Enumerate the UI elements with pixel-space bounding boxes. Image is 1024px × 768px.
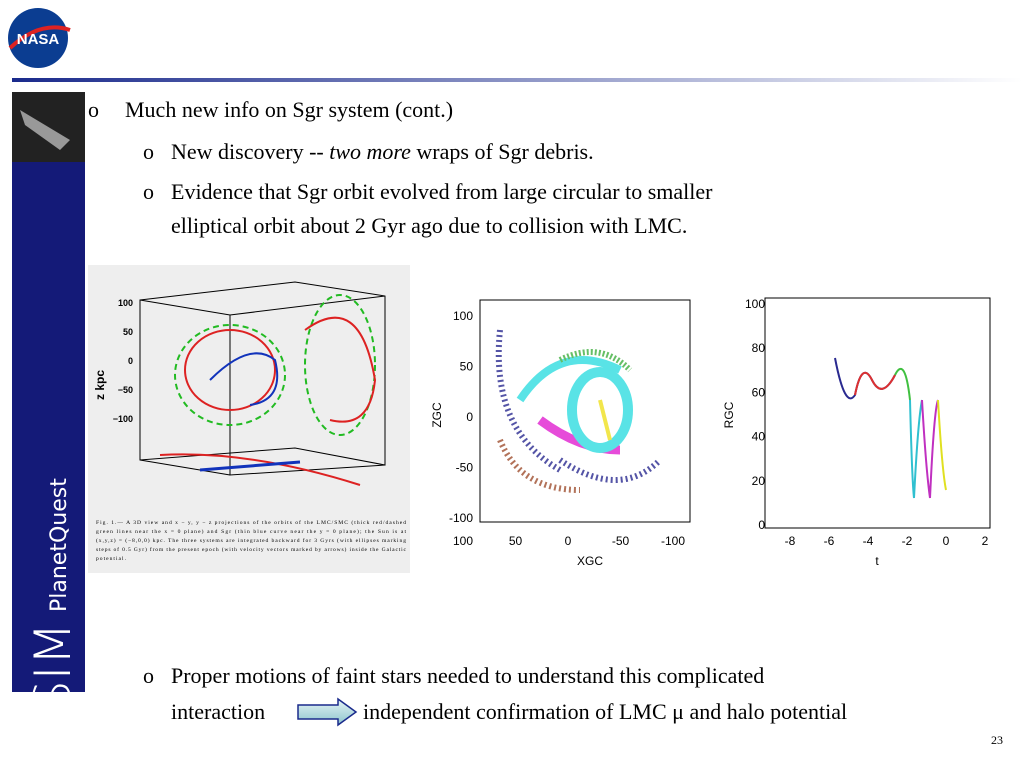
orbit: [184, 329, 276, 411]
bullet-line: Proper motions of faint stars needed to …: [171, 663, 764, 688]
tick-label: 80: [752, 341, 766, 355]
cube: [139, 281, 386, 476]
emphasis: two more: [329, 139, 411, 164]
tick-label: 50: [460, 360, 474, 374]
bullet-line: elliptical orbit about 2 Gyr ago due to …: [171, 213, 687, 238]
sidebar: [12, 162, 85, 692]
tick-label: -100: [661, 534, 685, 548]
tick-label: -4: [863, 534, 874, 548]
tick-label: 100: [453, 534, 473, 548]
orbit: [159, 453, 361, 486]
axis-label: ZGC: [430, 402, 444, 428]
bullet: New discovery -- two more wraps of Sgr d…: [171, 139, 594, 164]
caption-line: potential.: [96, 556, 127, 562]
subbrand: PlanetQuest: [47, 478, 72, 612]
tick-label: 100: [745, 297, 765, 311]
axis-label: RGC: [722, 401, 736, 428]
orbit: [304, 294, 376, 436]
tick-label: 50: [509, 534, 523, 548]
page-number: 23: [991, 733, 1003, 747]
scatter-debris: [495, 329, 663, 493]
tick-label: -50: [456, 461, 474, 475]
tick-label: −50: [118, 385, 133, 395]
bullet-marker: o: [143, 139, 154, 164]
tick-label: 60: [752, 385, 766, 399]
axis-label: t: [875, 554, 879, 568]
bullet-marker: o: [143, 663, 154, 688]
tick-label: -8: [785, 534, 796, 548]
tick-label: 100: [453, 309, 473, 323]
orbit: [209, 352, 279, 406]
caption-line: green lines near the x = 0 plane) and Sg…: [96, 528, 406, 535]
text: New discovery --: [171, 139, 329, 164]
arrow: [297, 697, 358, 727]
tick-label: 0: [943, 534, 950, 548]
tick-label: 0: [466, 410, 473, 424]
tick-label: -100: [449, 511, 473, 525]
tick-label: 0: [565, 534, 572, 548]
tick-label: 20: [752, 474, 766, 488]
bullet: Much new info on Sgr system (cont.): [125, 97, 453, 122]
axis-label: z kpc: [93, 370, 107, 400]
tick-label: -2: [902, 534, 913, 548]
plot-frame: [479, 299, 691, 523]
tick-label: -6: [824, 534, 835, 548]
bullet-line: Evidence that Sgr orbit evolved from lar…: [171, 179, 713, 204]
caption-line: steps of 0.5 Gyr) from the present epoch…: [96, 546, 407, 553]
bullet-marker: o: [88, 97, 99, 122]
logo: [8, 8, 68, 68]
rgc-curve: [834, 357, 947, 499]
bullet-line: interaction: [171, 699, 265, 724]
satellite-shape: [20, 110, 70, 150]
logo-swoosh: [8, 25, 71, 50]
tick-label: −100: [113, 414, 133, 424]
satellite-image: [12, 92, 85, 162]
tick-label: 50: [123, 327, 133, 337]
tick-label: 100: [118, 298, 133, 308]
header-rule: [12, 78, 1022, 82]
caption-line: Fig. 1.— A 3D view and x − y, y − z proj…: [96, 519, 406, 526]
text: wraps of Sgr debris.: [411, 139, 594, 164]
orbit: [174, 324, 286, 426]
brand: SIM: [24, 622, 82, 712]
logo-text: NASA: [17, 31, 60, 48]
orbit: [199, 460, 301, 472]
bullet-line: independent confirmation of LMC μ and ha…: [363, 699, 847, 724]
bullet-marker: o: [143, 179, 154, 204]
axis-label: XGC: [577, 554, 603, 568]
tick-label: 0: [128, 356, 133, 366]
caption-line: (x,y,z) = (−8,0,0) kpc. The three system…: [96, 537, 406, 544]
tick-label: -50: [612, 534, 630, 548]
tick-label: 2: [982, 534, 989, 548]
tick-label: 40: [752, 430, 766, 444]
plot-frame: [764, 297, 991, 529]
tick-label: 0: [758, 518, 765, 532]
orbit: [304, 316, 377, 423]
